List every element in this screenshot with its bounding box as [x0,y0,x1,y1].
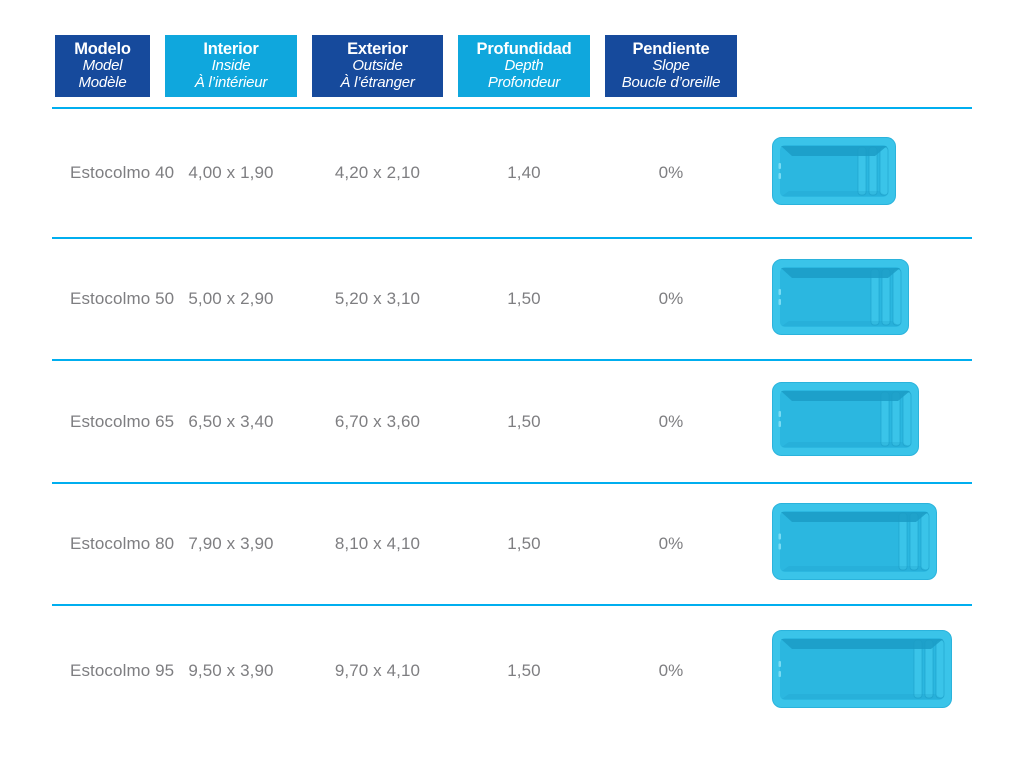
model-name: Estocolmo 50 [70,289,175,308]
header-primary-label: Exterior [347,39,408,58]
pool-top-view-icon [772,136,896,210]
row-divider [52,107,972,109]
model-name: Estocolmo 95 [70,661,175,680]
exterior-size: 9,70 x 4,10 [334,661,421,680]
interior-size: 9,50 x 3,90 [188,661,274,680]
table-row: Estocolmo 95 9,50 x 3,90 9,70 x 4,10 1,5… [0,606,1024,736]
header-tertiary-label: À l’étranger [340,74,415,92]
header-tertiary-label: Modèle [78,74,127,92]
header-secondary-label: Model [82,57,123,75]
depth-value: 1,50 [507,411,541,431]
slope-value: 0% [658,163,684,182]
model-name: Estocolmo 80 [70,534,175,553]
header-secondary-label: Outside [352,57,403,75]
row-divider [52,604,972,606]
depth-value: 1,40 [507,163,541,182]
slope-value: 0% [658,411,684,431]
row-divider [52,237,972,239]
interior-size: 6,50 x 3,40 [188,411,274,431]
pool-top-view-icon [772,503,937,585]
header-secondary-label: Slope [652,57,690,75]
interior-size: 7,90 x 3,90 [188,534,274,553]
slope-value: 0% [658,661,684,680]
header-primary-label: Interior [203,39,259,58]
column-header-interior: Interior Inside À l’intérieur [165,35,297,97]
depth-value: 1,50 [507,534,541,553]
header-tertiary-label: À l’intérieur [194,74,268,92]
column-header-modelo: Modelo Model Modèle [55,35,150,97]
interior-size: 4,00 x 1,90 [188,163,274,182]
slope-value: 0% [658,534,684,553]
table-row: Estocolmo 40 4,00 x 1,90 4,20 x 2,10 1,4… [0,109,1024,237]
exterior-size: 5,20 x 3,10 [334,289,421,308]
row-divider [52,359,972,361]
column-header-pendiente: Pendiente Slope Boucle d’oreille [605,35,737,97]
model-name: Estocolmo 65 [70,411,175,431]
pool-top-view-icon [772,382,919,461]
exterior-size: 8,10 x 4,10 [334,534,421,553]
header-primary-label: Profundidad [476,39,572,58]
table-row: Estocolmo 50 5,00 x 2,90 5,20 x 3,10 1,5… [0,239,1024,359]
header-primary-label: Modelo [74,39,131,58]
row-divider [52,482,972,484]
table-row: Estocolmo 65 6,50 x 3,40 6,70 x 3,60 1,5… [0,361,1024,482]
depth-value: 1,50 [507,661,541,680]
header-secondary-label: Depth [504,57,544,75]
exterior-size: 6,70 x 3,60 [334,411,421,431]
exterior-size: 4,20 x 2,10 [334,163,421,182]
slope-value: 0% [658,289,684,308]
pool-top-view-icon [772,258,909,340]
table-row: Estocolmo 80 7,90 x 3,90 8,10 x 4,10 1,5… [0,484,1024,604]
column-header-profundidad: Profundidad Depth Profondeur [458,35,590,97]
model-name: Estocolmo 40 [70,163,175,182]
column-header-exterior: Exterior Outside À l’étranger [312,35,443,97]
header-tertiary-label: Boucle d’oreille [621,74,721,92]
header-tertiary-label: Profondeur [487,74,561,92]
header-secondary-label: Inside [211,57,251,75]
depth-value: 1,50 [507,289,541,308]
pool-top-view-icon [772,629,952,713]
header-primary-label: Pendiente [632,39,710,58]
interior-size: 5,00 x 2,90 [188,289,274,308]
